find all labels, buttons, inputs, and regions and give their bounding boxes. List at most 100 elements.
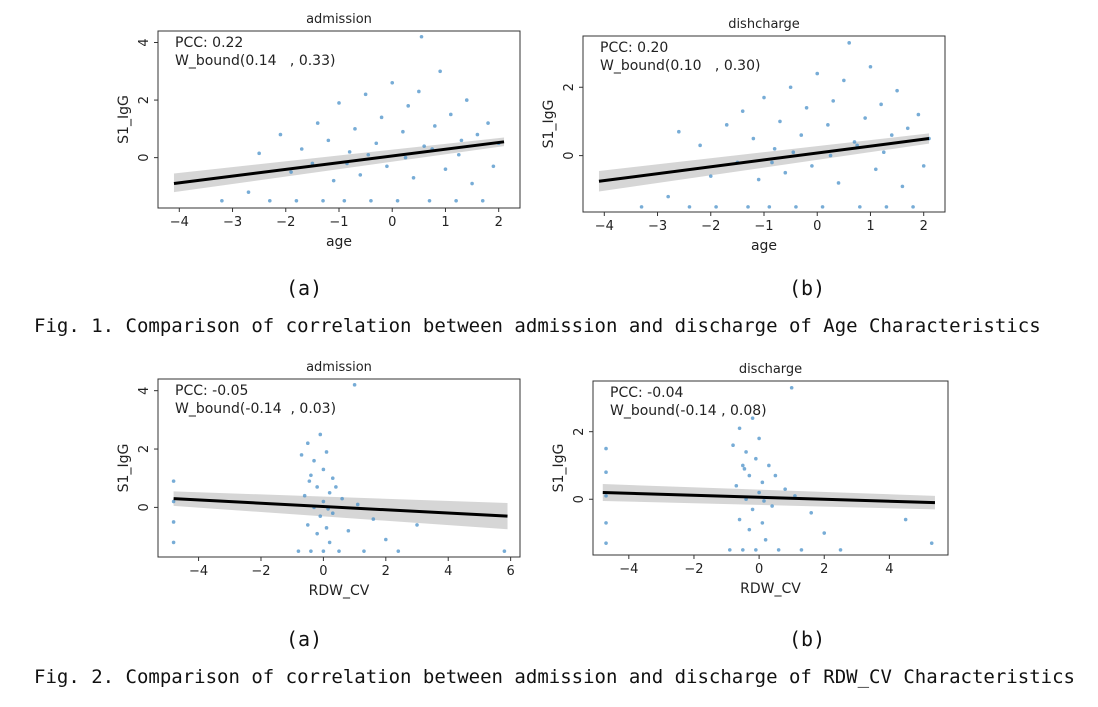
scatter-point xyxy=(369,199,373,203)
scatter-point xyxy=(299,147,304,151)
confidence-band xyxy=(598,133,930,192)
y-tick-label: 2 xyxy=(137,445,152,453)
annotation-text: PCC: -0.05 xyxy=(175,383,248,399)
scatter-point xyxy=(750,416,755,420)
scatter-point xyxy=(776,548,781,552)
chart-title: dishcharge xyxy=(728,17,800,32)
scatter-point xyxy=(464,98,469,102)
scatter-point xyxy=(789,385,794,390)
plot-frame xyxy=(157,378,521,558)
scatter-point xyxy=(305,523,310,527)
scatter-point xyxy=(740,109,745,113)
scatter-point xyxy=(438,69,442,74)
chart-title: discharge xyxy=(739,362,802,377)
scatter-point xyxy=(475,132,480,137)
scatter-point xyxy=(309,473,313,478)
scatter-point xyxy=(604,446,608,451)
subfigure-label-fig2-a: (a) xyxy=(286,627,323,651)
scatter-point xyxy=(911,205,915,209)
y-tick-label: 0 xyxy=(562,151,577,159)
scatter-point xyxy=(884,205,889,209)
y-tick-label: 0 xyxy=(572,495,587,503)
scatter-point xyxy=(315,485,319,489)
scatter-point xyxy=(257,151,261,156)
x-tick-label: 2 xyxy=(920,219,928,234)
scatter-point xyxy=(831,99,836,103)
scatter-point xyxy=(294,199,299,203)
scatter-point xyxy=(677,129,681,134)
chart-panel-fig1-b: dishcharge −4 −3 −2 −1 0 1 2 0 2 age S1_IgG PCC: 0.2… xyxy=(534,10,954,266)
scatter-point xyxy=(836,181,841,185)
scatter-point xyxy=(791,150,796,154)
scatter-point xyxy=(401,129,405,134)
scatter-point xyxy=(171,540,176,545)
scatter-point xyxy=(403,155,408,160)
scatter-point xyxy=(737,426,742,431)
x-tick-label: −2 xyxy=(701,219,720,234)
scatter-point xyxy=(804,105,809,110)
chart-svg: admission −4 −2 0 2 4 6 0 2 4 RDW_CV S1_IgG PCC: -0.… xyxy=(116,360,521,599)
scatter-point xyxy=(417,89,421,94)
scatter-point xyxy=(868,64,873,69)
scatter-point xyxy=(427,199,432,203)
scatter-point xyxy=(321,499,326,504)
scatter-point xyxy=(340,496,344,501)
scatter-point xyxy=(778,119,782,124)
scatter-point xyxy=(318,514,323,518)
scatter-point xyxy=(858,205,862,209)
y-tick-label: 4 xyxy=(137,387,152,395)
scatter-point xyxy=(502,549,507,553)
scatter-point xyxy=(358,173,363,177)
scatter-point xyxy=(751,136,756,141)
scatter-point xyxy=(762,499,766,503)
x-tick-label: −4 xyxy=(619,562,638,577)
scatter-point xyxy=(838,548,843,552)
x-tick-label: 2 xyxy=(820,562,828,577)
scatter-point xyxy=(757,490,761,495)
regression-line xyxy=(602,490,936,505)
scatter-point xyxy=(754,456,758,461)
x-tick-label: 4 xyxy=(444,564,452,579)
y-tick-label: 2 xyxy=(572,428,587,436)
scatter-point xyxy=(385,164,389,169)
scatter-point xyxy=(900,184,905,189)
scatter-point xyxy=(366,152,371,157)
scatter-point xyxy=(724,123,729,127)
scatter-point xyxy=(337,101,341,105)
x-tick-label: 0 xyxy=(755,562,763,577)
scatter-point xyxy=(315,531,319,536)
x-tick-label: 2 xyxy=(495,215,503,230)
scatter-point xyxy=(419,34,424,39)
scatter-point xyxy=(334,485,338,489)
scatter-point xyxy=(171,499,176,504)
x-tick-label: 0 xyxy=(813,219,821,234)
scatter-point xyxy=(754,548,758,552)
y-tick-label: 4 xyxy=(137,38,152,46)
scatter-point xyxy=(763,537,768,542)
annotation-text: PCC: 0.20 xyxy=(600,40,668,56)
scatter-point xyxy=(395,199,400,203)
scatter-point xyxy=(842,78,846,83)
chart-svg: discharge −4 −2 0 2 4 0 2 RDW_CV S1_IgG PCC: -0.04… xyxy=(551,362,949,597)
scatter-point xyxy=(799,133,804,137)
y-tick-label: 2 xyxy=(562,83,577,91)
scatter-point xyxy=(324,450,329,454)
scatter-point xyxy=(307,479,312,483)
x-axis-label: age xyxy=(751,238,777,254)
chart-panel-fig2-b: discharge −4 −2 0 2 4 0 2 RDW_CV S1_IgG PCC: -0.04… xyxy=(540,356,954,612)
x-tick-label: 1 xyxy=(866,219,874,234)
scatter-point xyxy=(246,190,251,194)
figure-caption-1: Fig. 1. Comparison of correlation betwee… xyxy=(34,315,1041,337)
scatter-point xyxy=(809,510,814,515)
scatter-point xyxy=(352,383,357,387)
scatter-point xyxy=(342,199,347,203)
scatter-point xyxy=(324,526,329,530)
y-tick-label: 2 xyxy=(137,96,152,104)
scatter-point xyxy=(708,174,713,178)
x-tick-label: 1 xyxy=(441,215,449,230)
scatter-point xyxy=(783,170,788,175)
subfigure-label-fig1-b: (b) xyxy=(789,276,826,300)
chart-svg: admission −4 −3 −2 −1 0 1 2 0 2 4 age S1_IgG PCC: 0.2… xyxy=(116,12,521,250)
scatter-point xyxy=(396,549,401,553)
x-tick-label: −2 xyxy=(684,562,703,577)
